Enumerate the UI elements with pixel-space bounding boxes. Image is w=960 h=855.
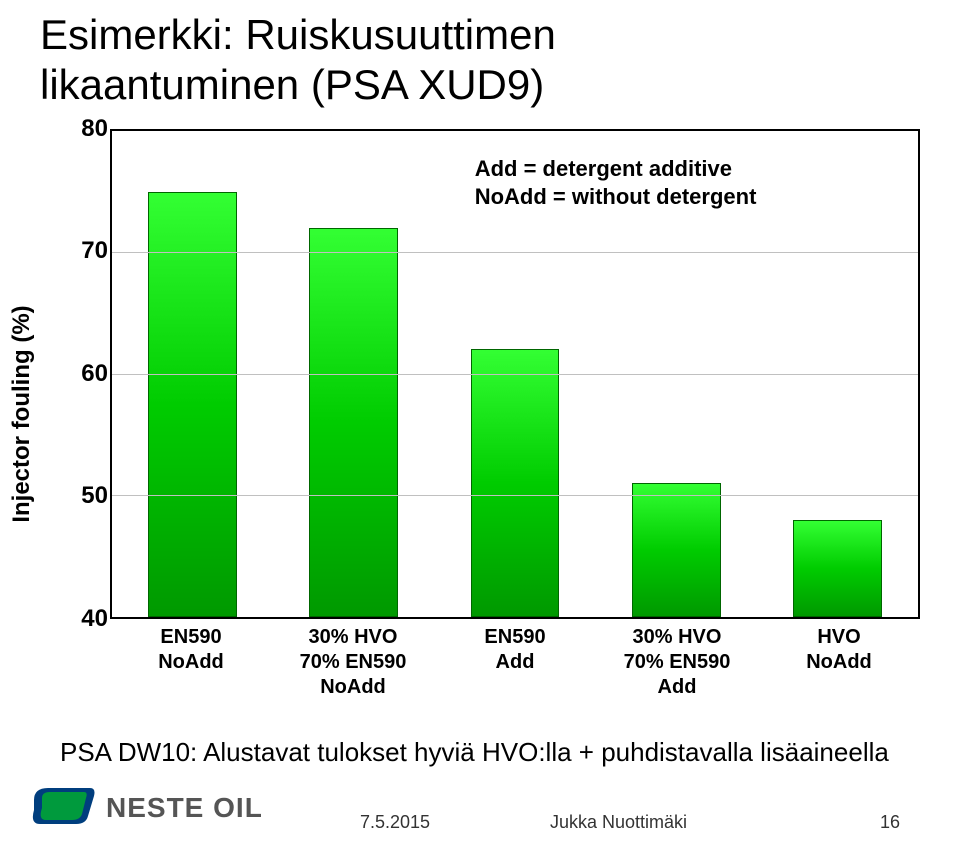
gridline bbox=[112, 495, 918, 496]
bar bbox=[793, 520, 882, 617]
x-tick-label: 30% HVO70% EN590Add bbox=[596, 625, 758, 700]
bar bbox=[632, 483, 721, 617]
title-line-2: likaantuminen (PSA XUD9) bbox=[40, 60, 920, 110]
gridline bbox=[112, 252, 918, 253]
bar bbox=[309, 228, 398, 617]
footer-page: 16 bbox=[880, 812, 900, 833]
bar bbox=[471, 349, 560, 616]
y-tick-label: 70 bbox=[70, 237, 108, 265]
plot-area: Add = detergent additiveNoAdd = without … bbox=[110, 129, 920, 619]
y-tick-label: 80 bbox=[70, 115, 108, 143]
x-tick-label: 30% HVO70% EN590NoAdd bbox=[272, 625, 434, 700]
legend-line: NoAdd = without detergent bbox=[475, 183, 757, 211]
neste-oil-logo: NESTE OIL bbox=[32, 784, 282, 833]
footnote-text: PSA DW10: Alustavat tulokset hyviä HVO:l… bbox=[60, 737, 900, 768]
gridline bbox=[112, 374, 918, 375]
footer-author: Jukka Nuottimäki bbox=[550, 812, 687, 833]
y-tick-label: 40 bbox=[70, 605, 108, 633]
chart: Injector fouling (%) Add = detergent add… bbox=[60, 119, 920, 709]
legend-line: Add = detergent additive bbox=[475, 155, 757, 183]
footer-date: 7.5.2015 bbox=[360, 812, 430, 833]
y-tick-label: 50 bbox=[70, 482, 108, 510]
x-tick-label: EN590NoAdd bbox=[110, 625, 272, 675]
y-axis-label: Injector fouling (%) bbox=[8, 305, 36, 522]
svg-text:NESTE OIL: NESTE OIL bbox=[106, 792, 263, 823]
x-tick-label: EN590Add bbox=[434, 625, 596, 675]
bar bbox=[148, 192, 237, 617]
chart-legend: Add = detergent additiveNoAdd = without … bbox=[475, 155, 757, 210]
title-line-1: Esimerkki: Ruiskusuuttimen bbox=[40, 10, 920, 60]
x-tick-label: HVONoAdd bbox=[758, 625, 920, 675]
y-tick-label: 60 bbox=[70, 360, 108, 388]
slide-title: Esimerkki: Ruiskusuuttimen likaantuminen… bbox=[0, 0, 960, 119]
x-axis-labels: EN590NoAdd30% HVO70% EN590NoAddEN590Add3… bbox=[110, 621, 920, 709]
